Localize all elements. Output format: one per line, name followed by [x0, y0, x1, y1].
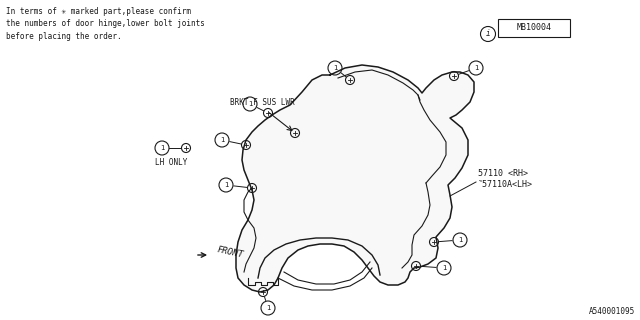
Text: ‶57110A<LH>: ‶57110A<LH>	[478, 180, 533, 189]
Text: In terms of ✳ marked part,please confirm
the numbers of door hinge,lower bolt jo: In terms of ✳ marked part,please confirm…	[6, 7, 205, 41]
Text: 1: 1	[224, 182, 228, 188]
Polygon shape	[236, 65, 474, 292]
Text: 1: 1	[160, 145, 164, 151]
Text: MB10004: MB10004	[516, 23, 552, 33]
Bar	[498, 19, 570, 37]
Text: FRONT: FRONT	[216, 245, 244, 259]
Text: 1: 1	[458, 237, 462, 243]
Text: BRKT F SUS LWR: BRKT F SUS LWR	[230, 98, 295, 107]
Text: LH ONLY: LH ONLY	[155, 158, 188, 167]
Text: i: i	[486, 29, 490, 38]
Text: 1: 1	[220, 137, 224, 143]
Text: 1: 1	[248, 101, 252, 107]
Text: 1: 1	[333, 65, 337, 71]
Text: 57110 <RH>: 57110 <RH>	[478, 169, 528, 178]
Text: 1: 1	[474, 65, 478, 71]
Text: 1: 1	[442, 265, 446, 271]
Text: A540001095: A540001095	[589, 307, 635, 316]
Text: 1: 1	[266, 305, 270, 311]
